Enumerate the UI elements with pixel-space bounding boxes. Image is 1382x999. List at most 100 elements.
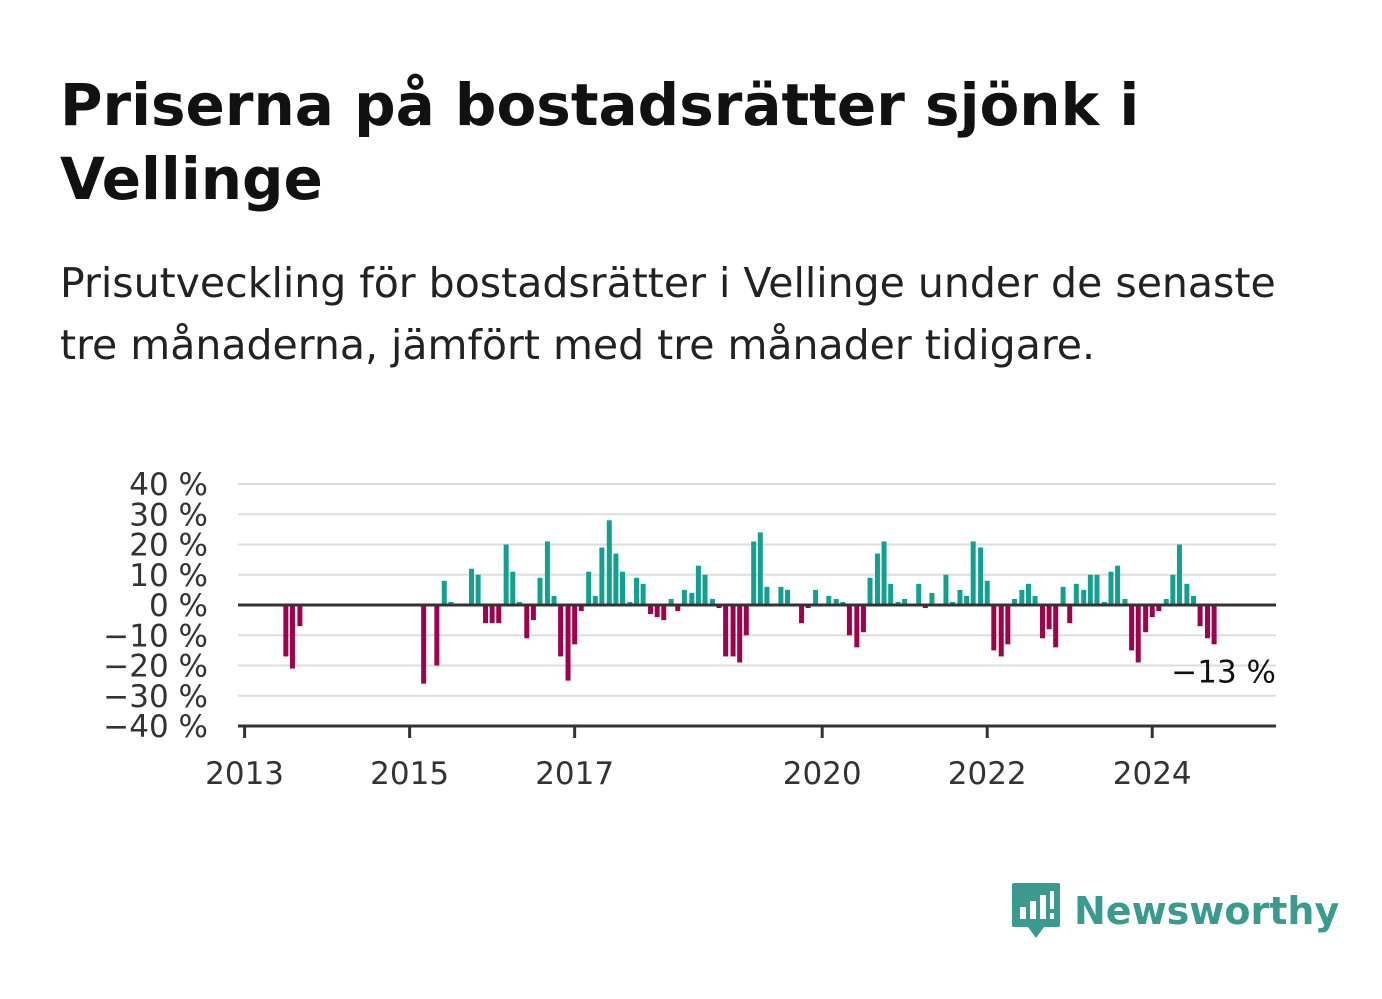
brand-name: Newsworthy bbox=[1074, 889, 1340, 933]
bar bbox=[922, 605, 928, 609]
bar bbox=[785, 589, 791, 605]
bar bbox=[689, 592, 695, 605]
bar bbox=[723, 605, 729, 657]
bar bbox=[813, 589, 819, 605]
bar bbox=[1060, 586, 1066, 605]
bar bbox=[1156, 605, 1162, 612]
bar bbox=[565, 605, 571, 681]
y-tick-label: 0 % bbox=[149, 588, 208, 624]
axes bbox=[238, 603, 1276, 738]
bar bbox=[421, 605, 427, 684]
bar bbox=[551, 595, 557, 605]
bar bbox=[867, 577, 873, 605]
bar bbox=[1184, 583, 1190, 605]
labels: 40 %30 %20 %10 %0 %−10 %−20 %−30 %−40 % 2… bbox=[103, 467, 1276, 792]
bar bbox=[881, 541, 887, 605]
bar bbox=[695, 565, 701, 605]
bar bbox=[778, 586, 784, 605]
bar bbox=[730, 605, 736, 657]
bar bbox=[895, 601, 901, 605]
bar bbox=[854, 605, 860, 648]
y-tick-label: 20 % bbox=[129, 528, 208, 564]
last-value-label: −13 % bbox=[1171, 654, 1276, 690]
bar bbox=[970, 541, 976, 605]
bar bbox=[743, 605, 749, 636]
bar bbox=[510, 571, 516, 605]
bar bbox=[448, 601, 454, 605]
bar bbox=[1108, 571, 1114, 605]
bar bbox=[592, 595, 598, 605]
bar bbox=[799, 605, 805, 624]
bar bbox=[1046, 605, 1052, 630]
bar bbox=[964, 595, 970, 605]
y-tick-label: −40 % bbox=[103, 709, 208, 745]
bar bbox=[537, 577, 543, 605]
bar bbox=[1094, 574, 1100, 605]
bar bbox=[620, 571, 626, 605]
bar bbox=[1135, 605, 1141, 663]
bar bbox=[888, 583, 894, 605]
bar bbox=[648, 605, 654, 615]
bar bbox=[634, 577, 640, 605]
bar bbox=[441, 580, 447, 605]
x-tick-label: 2022 bbox=[948, 756, 1027, 792]
bar bbox=[1019, 589, 1025, 605]
bar bbox=[1011, 598, 1017, 605]
bar bbox=[1205, 605, 1211, 639]
bar bbox=[943, 574, 949, 605]
bar bbox=[297, 605, 303, 627]
bar bbox=[751, 541, 757, 605]
bar bbox=[1163, 598, 1169, 605]
bar bbox=[606, 520, 612, 605]
bar bbox=[1039, 605, 1045, 639]
bar bbox=[586, 571, 592, 605]
gridlines bbox=[238, 483, 1276, 697]
bar bbox=[764, 586, 770, 605]
bar bbox=[496, 605, 502, 624]
bar bbox=[530, 605, 536, 621]
bar bbox=[572, 605, 578, 645]
bar bbox=[544, 541, 550, 605]
bar bbox=[599, 547, 605, 605]
x-tick-label: 2024 bbox=[1113, 756, 1192, 792]
bar bbox=[984, 580, 990, 605]
bar bbox=[516, 601, 522, 605]
bar bbox=[1073, 583, 1079, 605]
bar bbox=[661, 605, 667, 621]
bar bbox=[1176, 544, 1182, 605]
bar bbox=[489, 605, 495, 624]
newsworthy-logo[interactable]: Newsworthy bbox=[1010, 880, 1339, 942]
bar bbox=[483, 605, 489, 624]
bar bbox=[702, 574, 708, 605]
bar bbox=[558, 605, 564, 657]
bar bbox=[654, 605, 660, 618]
bar bbox=[1211, 605, 1217, 645]
bar bbox=[757, 532, 763, 605]
bar bbox=[998, 605, 1004, 657]
bar bbox=[1143, 605, 1149, 633]
bar-chart: 40 %30 %20 %10 %0 %−10 %−20 %−30 %−40 % 2… bbox=[103, 467, 1276, 792]
bars bbox=[283, 520, 1217, 684]
bar bbox=[1101, 601, 1107, 605]
bar bbox=[1081, 589, 1087, 605]
bar bbox=[434, 605, 440, 666]
bar bbox=[978, 547, 984, 605]
bar bbox=[737, 605, 743, 663]
bar bbox=[874, 553, 880, 605]
bar bbox=[826, 595, 832, 605]
bar bbox=[805, 605, 811, 609]
bar bbox=[578, 605, 584, 612]
bar bbox=[1115, 565, 1121, 605]
bar bbox=[289, 605, 295, 669]
bar bbox=[613, 553, 619, 605]
bar bbox=[475, 574, 481, 605]
bar bbox=[709, 598, 715, 605]
x-tick-label: 2020 bbox=[783, 756, 862, 792]
bar bbox=[1053, 605, 1059, 648]
bar bbox=[833, 598, 839, 605]
chart-title: Priserna på bostadsrätter sjönk i Vellin… bbox=[60, 71, 1140, 213]
bar bbox=[1025, 583, 1031, 605]
bar bbox=[991, 605, 997, 651]
bar bbox=[916, 583, 922, 605]
bar bbox=[716, 605, 722, 609]
